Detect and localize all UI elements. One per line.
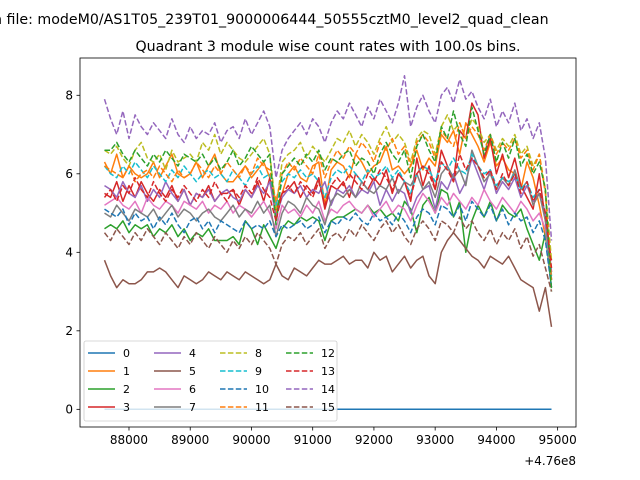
legend-label-2: 2 bbox=[123, 383, 130, 396]
series-line-12 bbox=[104, 106, 553, 292]
x-tick-labels: 88000 89000 90000 91000 92000 93000 94000 95000 bbox=[110, 433, 577, 447]
legend-label-12: 12 bbox=[321, 347, 335, 360]
legend-label-10: 10 bbox=[255, 383, 269, 396]
legend-label-8: 8 bbox=[255, 347, 262, 360]
legend-label-13: 13 bbox=[321, 365, 335, 378]
legend-label-0: 0 bbox=[123, 347, 130, 360]
legend-label-9: 9 bbox=[255, 365, 262, 378]
series-line-15 bbox=[103, 216, 553, 292]
chart-title: Quadrant 3 module wise count rates with … bbox=[135, 39, 520, 55]
x-offset-label: +4.76e8 bbox=[524, 454, 576, 468]
x-tick-label: 93000 bbox=[416, 433, 454, 447]
legend-label-3: 3 bbox=[123, 401, 130, 414]
legend-label-6: 6 bbox=[189, 383, 196, 396]
series-line-4 bbox=[104, 157, 553, 272]
series-line-8 bbox=[104, 114, 553, 261]
legend-box bbox=[83, 340, 338, 422]
series-line-10 bbox=[104, 200, 553, 288]
y-tick-label: 8 bbox=[65, 88, 73, 102]
series-line-14 bbox=[103, 74, 553, 241]
series-line-11 bbox=[104, 122, 553, 280]
x-tick-label: 89000 bbox=[171, 433, 209, 447]
y-tick-label: 0 bbox=[65, 402, 73, 416]
x-tick-label: 94000 bbox=[477, 433, 515, 447]
legend-label-5: 5 bbox=[189, 365, 196, 378]
y-tick-label: 6 bbox=[65, 167, 73, 181]
legend-label-14: 14 bbox=[321, 383, 335, 396]
legend-label-15: 15 bbox=[321, 401, 335, 414]
tick-marks bbox=[76, 94, 559, 431]
x-tick-label: 92000 bbox=[355, 433, 393, 447]
x-tick-label: 90000 bbox=[232, 433, 270, 447]
figure-suptitle: n file: modeM0/AS1T05_239T01_9000006444_… bbox=[0, 12, 549, 28]
plot-frame bbox=[79, 57, 577, 428]
y-tick-label: 4 bbox=[65, 245, 73, 259]
legend-label-1: 1 bbox=[123, 365, 130, 378]
series-line-13 bbox=[103, 153, 553, 269]
x-tick-label: 88000 bbox=[110, 433, 148, 447]
y-tick-labels: 0 2 4 6 8 bbox=[65, 88, 73, 416]
series-line-5 bbox=[103, 231, 553, 328]
legend-label-11: 11 bbox=[255, 401, 269, 414]
legend-label-4: 4 bbox=[189, 347, 196, 360]
legend-label-7: 7 bbox=[189, 401, 196, 414]
y-tick-label: 2 bbox=[65, 324, 73, 338]
x-tick-label: 91000 bbox=[294, 433, 332, 447]
x-tick-label: 95000 bbox=[539, 433, 577, 447]
